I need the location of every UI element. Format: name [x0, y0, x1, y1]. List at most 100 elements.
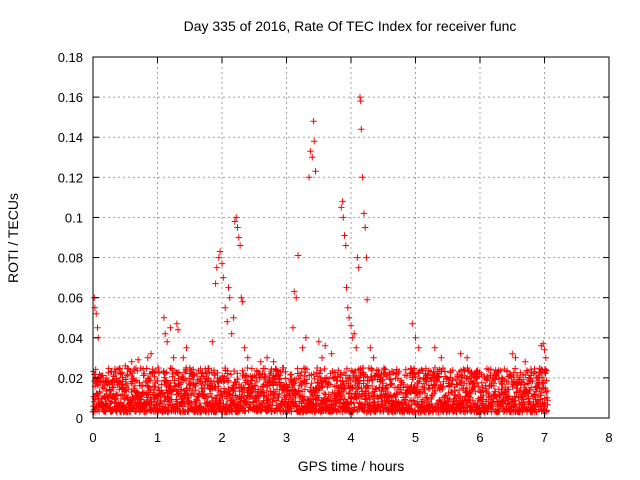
data-point: [328, 350, 335, 357]
data-point: [363, 296, 371, 303]
data-point: [180, 354, 187, 361]
data-point: [220, 274, 227, 281]
y-tick-label: 0.02: [58, 371, 83, 386]
y-tick-label: 0.16: [58, 90, 83, 105]
data-point: [315, 338, 322, 345]
data-point: [235, 234, 242, 241]
data-point: [209, 338, 216, 345]
data-point: [311, 138, 318, 145]
data-point: [293, 294, 300, 301]
data-point: [354, 254, 361, 261]
data-point: [294, 252, 302, 259]
data-point: [236, 242, 244, 249]
x-tick-label: 3: [283, 430, 290, 445]
data-point: [341, 232, 348, 239]
data-point: [358, 126, 365, 133]
data-point: [230, 314, 237, 321]
x-tick-label: 6: [476, 430, 483, 445]
data-point: [122, 362, 129, 370]
data-point: [212, 280, 219, 287]
data-point: [228, 330, 235, 337]
data-point: [270, 358, 277, 365]
y-tick-label: 0.12: [58, 170, 83, 185]
data-point: [173, 320, 181, 327]
data-point: [135, 356, 142, 363]
data-point: [540, 340, 547, 347]
data-point: [343, 284, 350, 291]
data-point: [457, 350, 464, 357]
data-point: [438, 354, 445, 361]
x-tick-label: 0: [89, 430, 96, 445]
data-point: [244, 354, 251, 361]
data-point: [144, 354, 151, 361]
data-point: [347, 322, 355, 329]
data-point: [305, 174, 313, 181]
data-point: [291, 288, 298, 295]
data-point: [360, 210, 368, 217]
data-point: [94, 324, 101, 331]
data-point: [299, 344, 306, 351]
data-point: [344, 304, 351, 311]
data-point: [463, 354, 471, 361]
y-axis-tick-labels: 0 0.02 0.04 0.06 0.08 0.1 0.12 0.14 0.16 0.18: [58, 50, 83, 426]
data-point: [340, 214, 347, 221]
data-point: [363, 254, 370, 261]
data-point: [160, 314, 168, 321]
data-point: [257, 358, 264, 365]
data-point: [167, 324, 174, 331]
data-point: [542, 354, 549, 361]
y-axis-title: ROTI / TECUs: [5, 193, 21, 283]
x-axis-title: GPS time / hours: [298, 458, 405, 474]
data-point: [349, 334, 356, 341]
y-tick-label: 0.04: [58, 331, 83, 346]
x-axis-tick-labels: 0 1 2 3 4 5 6 7 8: [89, 430, 612, 445]
data-point: [409, 320, 416, 327]
data-point: [234, 224, 241, 231]
data-point: [239, 298, 246, 305]
data-point: [431, 344, 438, 351]
data-points: [91, 93, 549, 372]
data-point: [353, 344, 360, 351]
data-point: [351, 330, 358, 337]
y-tick-label: 0.14: [58, 130, 83, 145]
data-point: [302, 334, 310, 341]
baseline-noise-points: [89, 364, 551, 416]
y-tick-label: 0.06: [58, 291, 83, 306]
axis-ticks: [92, 56, 610, 419]
grid-lines: [93, 57, 609, 418]
data-point: [174, 326, 182, 333]
data-point: [170, 354, 177, 361]
data-point: [231, 218, 239, 225]
data-point: [541, 346, 548, 353]
data-point: [241, 344, 248, 351]
data-point: [226, 294, 233, 301]
data-point: [338, 204, 345, 211]
x-tick-label: 8: [605, 430, 612, 445]
chart-title: Day 335 of 2016, Rate Of TEC Index for r…: [184, 18, 517, 34]
data-point: [233, 214, 240, 221]
data-point: [307, 148, 314, 155]
x-tick-label: 4: [347, 430, 354, 445]
data-point: [216, 248, 224, 255]
data-point: [215, 254, 222, 261]
data-point: [318, 354, 326, 361]
data-point: [522, 358, 529, 365]
data-point: [355, 264, 362, 271]
data-point: [164, 338, 171, 345]
y-tick-label: 0.08: [58, 251, 83, 266]
data-point: [225, 284, 232, 291]
data-point: [356, 93, 364, 101]
data-point: [183, 344, 190, 351]
x-tick-label: 2: [218, 430, 225, 445]
data-point: [310, 118, 317, 125]
data-point: [359, 174, 366, 181]
data-point: [309, 154, 316, 161]
data-point: [415, 344, 422, 351]
data-point: [186, 364, 193, 372]
data-point: [412, 334, 419, 341]
data-point: [367, 344, 374, 351]
y-tick-label: 0: [76, 411, 83, 426]
data-point: [93, 310, 100, 317]
x-tick-label: 7: [541, 430, 548, 445]
